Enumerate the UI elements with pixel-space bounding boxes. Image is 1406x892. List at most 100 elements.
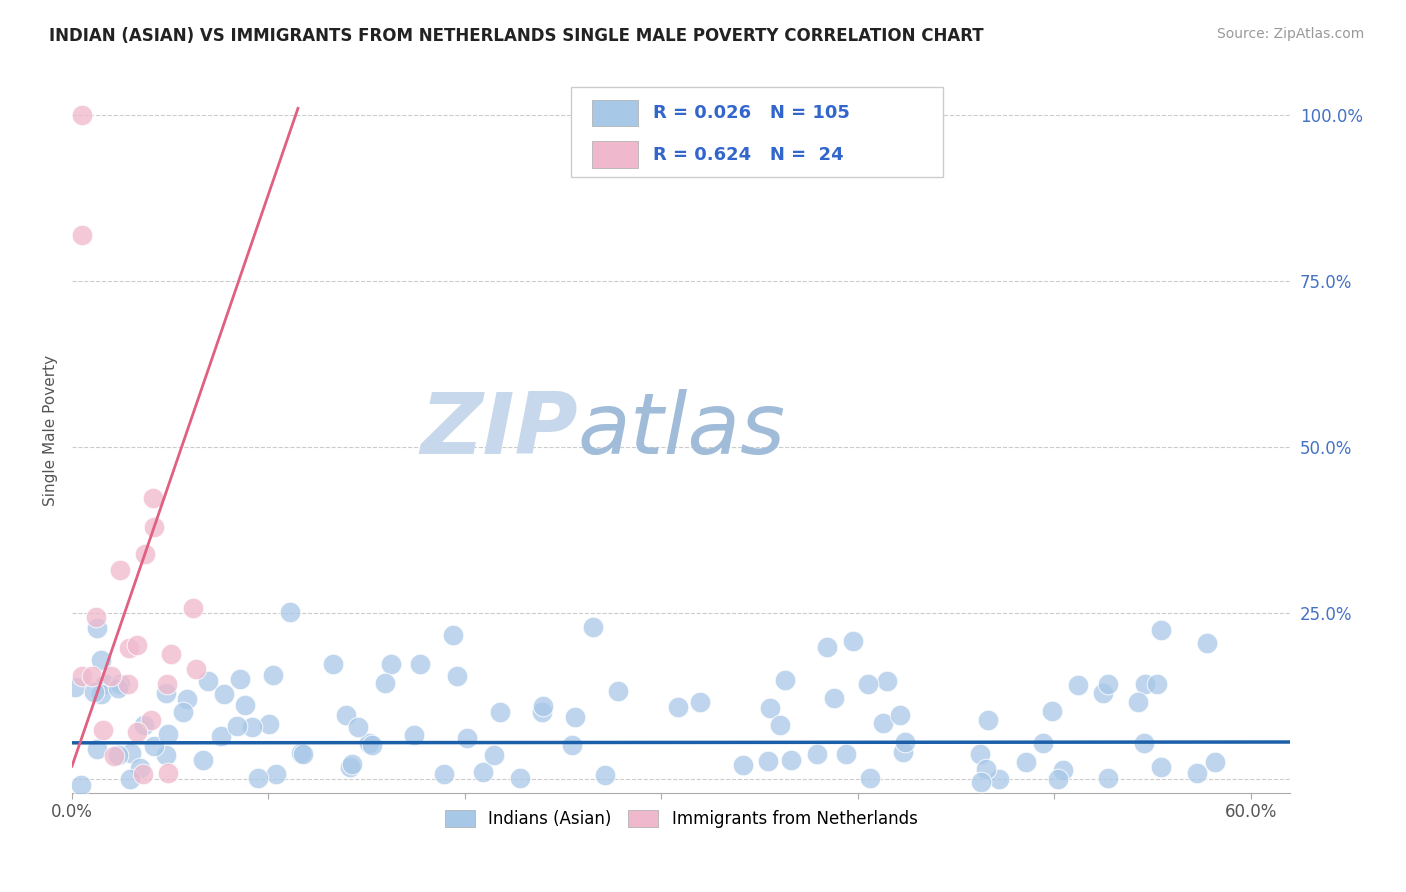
Point (446, 669, 468, 683)
Point (100, 669, 122, 683)
Point (107, 748, 129, 763)
Point (856, 677, 879, 691)
Bar (592, 141, 638, 168)
Point (872, 716, 894, 731)
Point (214, 687, 236, 701)
Point (191, 752, 214, 766)
Point (1052, 764, 1074, 778)
Point (84, 610, 107, 624)
Point (374, 675, 396, 690)
Point (108, 677, 131, 691)
Point (157, 727, 180, 741)
Point (70, 669, 93, 683)
Point (561, 739, 583, 753)
Point (357, 736, 380, 750)
Point (70, 778, 93, 792)
Point (1150, 760, 1173, 774)
Point (209, 729, 232, 743)
Point (278, 605, 301, 619)
Point (758, 754, 780, 768)
Point (593, 768, 616, 782)
Point (181, 600, 204, 615)
Point (259, 717, 281, 731)
Point (120, 746, 142, 760)
Point (509, 771, 531, 785)
Point (859, 772, 882, 786)
Point (815, 640, 838, 655)
Point (564, 709, 586, 723)
Point (322, 657, 344, 671)
Point (143, 739, 166, 753)
Point (530, 705, 553, 719)
Point (155, 686, 177, 700)
Point (176, 692, 198, 706)
Point (262, 667, 284, 681)
Point (1097, 676, 1119, 690)
Point (441, 628, 464, 642)
Point (197, 673, 219, 688)
Point (806, 747, 828, 761)
Point (157, 766, 180, 780)
Point (134, 548, 156, 562)
Point (118, 641, 141, 656)
Point (1133, 736, 1156, 750)
Point (94, 677, 117, 691)
Point (347, 720, 370, 734)
Point (186, 662, 208, 676)
Point (70, 108, 93, 122)
Point (108, 563, 131, 577)
Point (240, 719, 263, 733)
Point (91, 723, 114, 738)
Point (488, 705, 510, 719)
Legend: Indians (Asian), Immigrants from Netherlands: Indians (Asian), Immigrants from Netherl… (439, 804, 924, 835)
Point (1091, 685, 1114, 699)
Point (1185, 766, 1208, 780)
Point (103, 749, 125, 764)
Point (142, 519, 165, 533)
Point (1015, 755, 1038, 769)
Point (155, 677, 177, 691)
Point (361, 738, 384, 752)
Point (90, 687, 112, 701)
Point (1040, 704, 1063, 718)
Point (1133, 677, 1156, 691)
Point (155, 747, 177, 762)
Point (970, 774, 993, 789)
Point (70, 227, 93, 242)
Point (582, 620, 605, 634)
Point (689, 695, 711, 709)
Point (409, 657, 432, 671)
Point (229, 672, 252, 686)
Bar (592, 100, 638, 127)
Point (65, 680, 87, 694)
Point (129, 761, 152, 775)
Point (471, 765, 494, 780)
Point (86, 741, 108, 756)
Point (80, 669, 103, 683)
Point (1195, 635, 1218, 649)
Point (290, 746, 312, 760)
Point (380, 657, 402, 672)
Text: INDIAN (ASIAN) VS IMMIGRANTS FROM NETHERLANDS SINGLE MALE POVERTY CORRELATION CH: INDIAN (ASIAN) VS IMMIGRANTS FROM NETHER… (49, 27, 984, 45)
Point (159, 647, 181, 661)
Point (842, 634, 865, 648)
Point (1046, 772, 1069, 786)
Point (132, 718, 155, 732)
Point (893, 745, 915, 759)
Point (118, 772, 141, 786)
Point (107, 681, 129, 695)
Point (1204, 756, 1226, 770)
FancyBboxPatch shape (571, 87, 943, 178)
Point (1067, 678, 1090, 692)
Point (1032, 736, 1054, 750)
Text: R = 0.026   N = 105: R = 0.026 N = 105 (652, 104, 851, 122)
Text: R = 0.624   N =  24: R = 0.624 N = 24 (652, 145, 844, 164)
Point (835, 747, 858, 761)
Point (139, 713, 162, 727)
Point (246, 772, 269, 786)
Point (291, 747, 314, 761)
Point (531, 698, 554, 713)
Point (894, 735, 917, 749)
Point (86, 621, 108, 635)
Text: Source: ZipAtlas.com: Source: ZipAtlas.com (1216, 27, 1364, 41)
